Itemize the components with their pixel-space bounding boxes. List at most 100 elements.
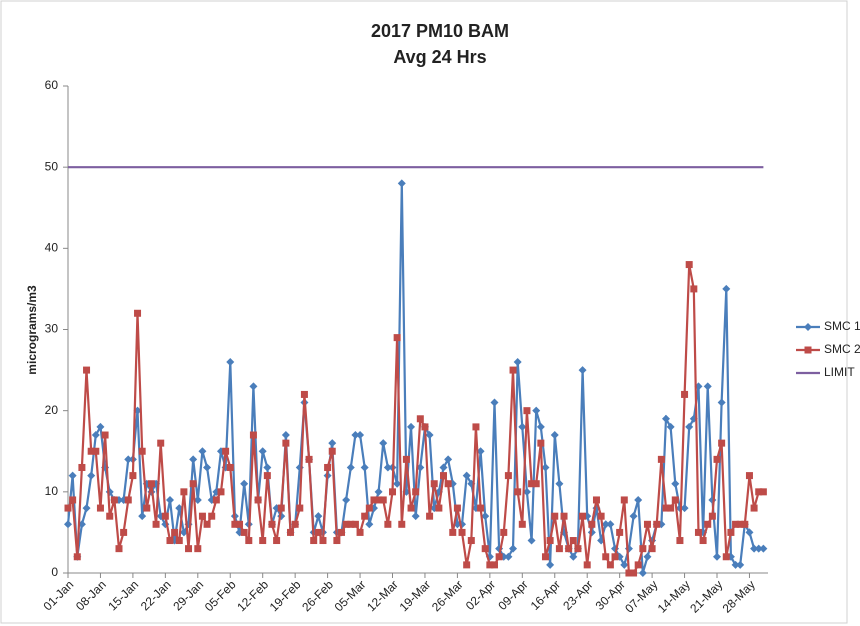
point	[124, 496, 132, 504]
point	[165, 495, 174, 504]
point	[314, 512, 323, 521]
point	[402, 455, 410, 463]
point	[268, 520, 276, 528]
point	[281, 431, 290, 440]
point	[412, 488, 420, 496]
point	[662, 504, 670, 512]
point	[736, 520, 744, 528]
point	[179, 528, 188, 537]
point	[147, 480, 155, 488]
point	[398, 520, 406, 528]
legend-label: LIMIT	[824, 365, 855, 379]
point	[287, 528, 295, 536]
point	[393, 479, 402, 488]
point	[249, 382, 258, 391]
point	[96, 504, 104, 512]
point	[231, 520, 239, 528]
point	[365, 520, 374, 529]
point	[477, 504, 485, 512]
point	[222, 447, 230, 455]
point	[745, 528, 754, 537]
point	[629, 512, 638, 521]
point	[718, 439, 726, 447]
point	[541, 463, 550, 472]
point	[328, 447, 336, 455]
point	[87, 447, 95, 455]
point	[439, 472, 447, 480]
point	[425, 431, 434, 440]
point	[648, 545, 656, 553]
y-tick-label: 60	[45, 78, 59, 92]
point	[198, 512, 206, 520]
point	[732, 520, 740, 528]
point	[393, 334, 401, 342]
point	[83, 366, 91, 374]
point	[588, 520, 596, 528]
point	[365, 504, 373, 512]
point	[370, 496, 378, 504]
point	[643, 520, 651, 528]
point	[91, 431, 100, 440]
point	[282, 439, 290, 447]
point	[64, 504, 72, 512]
point	[449, 528, 457, 536]
point	[120, 528, 128, 536]
point	[351, 431, 360, 440]
point	[565, 545, 573, 553]
point	[681, 390, 689, 398]
point	[708, 512, 716, 520]
point	[639, 545, 647, 553]
point	[504, 472, 512, 480]
point	[625, 569, 633, 577]
point	[263, 463, 272, 472]
point	[592, 496, 600, 504]
point	[611, 553, 619, 561]
point	[69, 496, 77, 504]
point	[560, 512, 568, 520]
point	[64, 520, 72, 529]
point	[495, 553, 503, 561]
point	[462, 471, 471, 480]
point	[699, 537, 707, 545]
point	[518, 520, 526, 528]
chart-title: 2017 PM10 BAM	[371, 21, 509, 41]
point	[444, 480, 452, 488]
point	[463, 561, 471, 569]
point	[518, 422, 527, 431]
point	[389, 488, 397, 496]
point	[620, 496, 628, 504]
point	[722, 284, 731, 293]
point	[444, 455, 453, 464]
point	[759, 544, 768, 553]
point	[759, 488, 767, 496]
point	[439, 463, 448, 472]
point	[662, 414, 671, 423]
point	[110, 496, 118, 504]
point	[407, 422, 416, 431]
point	[166, 537, 174, 545]
point	[361, 512, 369, 520]
point	[124, 455, 133, 464]
point	[601, 520, 610, 529]
point	[314, 528, 322, 536]
point	[509, 544, 518, 553]
point	[92, 447, 100, 455]
point	[356, 528, 364, 536]
point	[78, 463, 86, 471]
point	[300, 390, 308, 398]
point	[259, 537, 267, 545]
point	[514, 488, 522, 496]
point	[249, 431, 257, 439]
point	[578, 366, 587, 375]
legend-label: SMC 1	[824, 319, 860, 333]
point	[101, 431, 109, 439]
point	[435, 504, 443, 512]
point	[115, 545, 123, 553]
point	[254, 496, 262, 504]
point	[189, 455, 198, 464]
point	[203, 463, 212, 472]
point	[685, 261, 693, 269]
point	[653, 520, 661, 528]
point	[690, 285, 698, 293]
